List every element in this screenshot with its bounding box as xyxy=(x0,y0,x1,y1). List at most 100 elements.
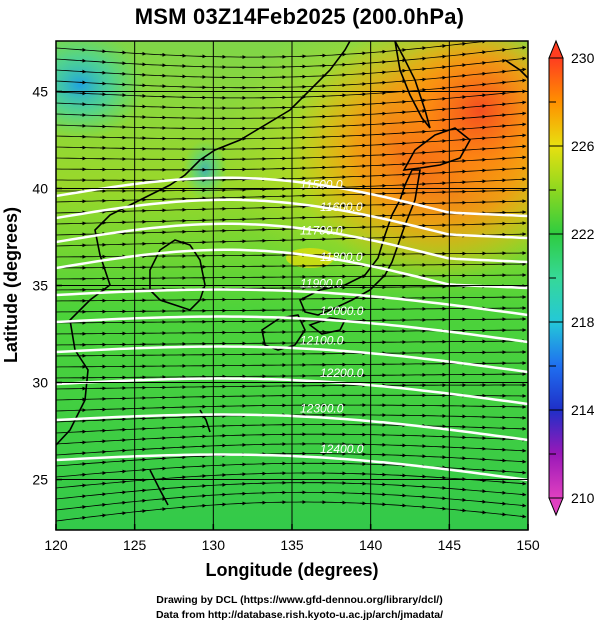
wind-arrow xyxy=(79,483,87,488)
contour-label: 11600.0 xyxy=(320,200,363,214)
colorbar-tick-label: 214 xyxy=(571,402,595,418)
coastline-segment xyxy=(504,59,528,79)
wind-arrow xyxy=(520,36,526,37)
wind-arrow xyxy=(499,91,507,96)
x-tick-label: 145 xyxy=(438,537,462,553)
wind-arrow xyxy=(439,96,447,101)
wind-arrow xyxy=(79,494,87,499)
wind-arrow xyxy=(119,479,127,484)
y-tick-label: 40 xyxy=(32,180,48,196)
wind-arrow xyxy=(119,500,127,505)
wind-arrow xyxy=(139,498,147,503)
coastline-segment xyxy=(402,127,472,171)
wind-arrow xyxy=(99,502,107,507)
wind-arrow xyxy=(419,56,427,61)
wind-arrow xyxy=(499,102,507,107)
wind-arrow xyxy=(519,503,527,508)
colorbar-max-arrow xyxy=(548,39,564,59)
y-axis-label: Latitude (degrees) xyxy=(1,207,21,363)
wind-arrow xyxy=(119,490,127,495)
y-tick-label: 30 xyxy=(32,375,48,391)
coastline-segment xyxy=(149,239,206,311)
wind-arrow xyxy=(459,41,467,46)
wind-arrow xyxy=(399,48,407,53)
map-title: MSM 03Z14Feb2025 (200.0hPa) xyxy=(134,4,465,29)
wind-arrow xyxy=(439,54,447,59)
x-axis-ticks: 120 125 130 135 140 145 150 xyxy=(44,524,540,553)
coastline-segment xyxy=(199,409,211,433)
wind-arrow xyxy=(419,67,427,72)
wind-arrow xyxy=(499,69,507,74)
wind-arrow xyxy=(519,67,527,72)
wind-arrow xyxy=(79,505,87,510)
wind-arrow xyxy=(499,47,507,52)
wind-arrow xyxy=(519,100,527,105)
temperature-field: 11500.0 11600.0 11700.0 11800.0 11900.0 12000… xyxy=(56,36,528,530)
x-axis-label: Longitude (degrees) xyxy=(205,560,378,580)
colorbar-tick-label: 230 xyxy=(571,50,595,66)
contour-label: 11800.0 xyxy=(320,250,363,264)
wind-arrow xyxy=(419,77,427,82)
x-tick-label: 150 xyxy=(516,537,540,553)
contour-label: 12400.0 xyxy=(320,442,364,456)
coastline-segment xyxy=(394,41,431,129)
wind-arrow xyxy=(119,511,127,516)
y-axis-ticks: 25 30 35 40 45 xyxy=(32,83,62,488)
wind-streamlines xyxy=(56,36,527,522)
wind-arrow xyxy=(479,499,487,504)
coastline-segment xyxy=(149,469,169,506)
colorbar-tick-label: 210 xyxy=(571,490,595,506)
y-tick-label: 35 xyxy=(32,278,48,294)
colorbar-tick-label: 218 xyxy=(571,314,595,330)
wind-arrow xyxy=(459,95,467,100)
x-tick-label: 130 xyxy=(202,537,226,553)
wind-arrow xyxy=(479,50,487,55)
contour-label: 12100.0 xyxy=(300,333,344,347)
wind-arrow xyxy=(439,75,447,80)
wind-arrow xyxy=(439,65,447,70)
wind-arrow xyxy=(479,71,487,76)
contour-label: 11900.0 xyxy=(300,276,343,290)
wind-arrow xyxy=(459,497,467,502)
wind-arrow xyxy=(479,82,487,87)
coastline-segment xyxy=(56,41,351,446)
wind-arrow xyxy=(139,488,147,493)
wind-arrow xyxy=(79,515,87,520)
wind-arrow xyxy=(519,492,527,497)
wind-arrow xyxy=(459,73,467,78)
wind-arrow xyxy=(479,93,487,98)
wind-arrow xyxy=(439,44,447,49)
wind-arrow xyxy=(479,510,487,515)
wind-arrow xyxy=(459,508,467,513)
wind-arrow xyxy=(502,41,507,42)
y-tick-label: 45 xyxy=(32,83,48,99)
contour-label: 12300.0 xyxy=(300,401,344,415)
x-tick-label: 120 xyxy=(44,537,68,553)
x-tick-label: 135 xyxy=(280,537,304,553)
colorbar-tick-label: 226 xyxy=(571,138,595,154)
wind-arrow xyxy=(439,86,447,91)
credit-line-data: Data from http://database.rish.kyoto-u.a… xyxy=(155,609,444,621)
wind-arrow xyxy=(499,80,507,85)
x-tick-label: 140 xyxy=(359,537,383,553)
contour-label: 12000.0 xyxy=(320,304,364,318)
wind-arrow xyxy=(519,514,527,519)
wind-arrow xyxy=(459,84,467,89)
x-tick-label: 125 xyxy=(123,537,147,553)
wind-arrow xyxy=(459,52,467,57)
wind-arrow xyxy=(419,46,427,51)
colorbar-min-arrow xyxy=(548,497,564,517)
colorbar: 230 226 222 218 214 210 xyxy=(548,39,595,517)
wind-arrow xyxy=(499,490,507,495)
wind-arrow xyxy=(519,45,527,50)
contour-label: 12200.0 xyxy=(320,366,364,380)
coastline xyxy=(56,41,528,506)
wind-arrow xyxy=(139,509,147,514)
wind-arrow xyxy=(519,78,527,83)
contour-label: 11700.0 xyxy=(300,223,343,237)
wind-arrow xyxy=(479,104,487,109)
wind-arrow xyxy=(519,56,527,61)
contour-label: 11500.0 xyxy=(300,177,343,191)
wind-arrow xyxy=(79,472,87,477)
